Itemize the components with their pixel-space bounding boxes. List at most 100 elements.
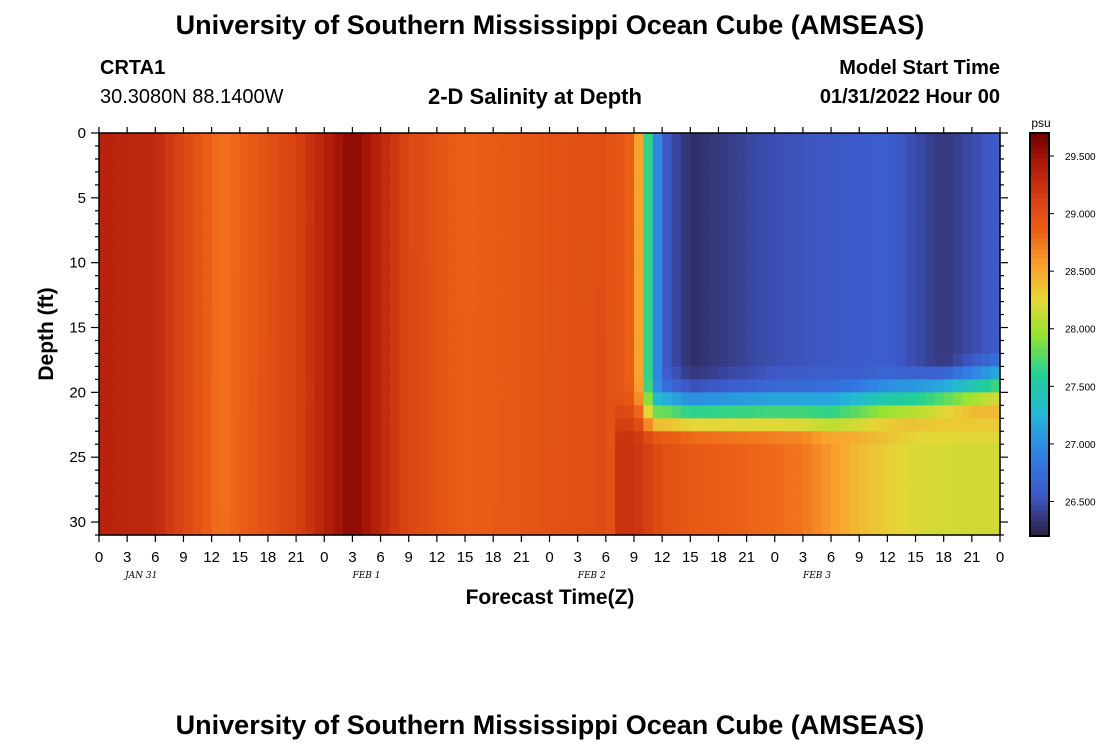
heatmap-cell	[352, 236, 363, 251]
heatmap-cell	[221, 483, 231, 497]
heatmap-cell	[277, 288, 288, 303]
heatmap-cell	[127, 210, 138, 225]
heatmap-cell	[662, 444, 673, 458]
heatmap-cell	[821, 366, 832, 380]
heatmap-cell	[465, 171, 476, 186]
heatmap-cell	[408, 275, 419, 290]
heatmap-cell	[849, 392, 860, 406]
heatmap-cell	[746, 496, 757, 510]
heatmap-cell	[483, 496, 494, 510]
heatmap-cell	[465, 223, 476, 238]
heatmap-cell	[145, 275, 156, 290]
heatmap-cell	[587, 522, 598, 536]
heatmap-cell	[699, 171, 710, 186]
heatmap-cell	[718, 301, 729, 316]
heatmap-cell	[755, 171, 766, 186]
heatmap-cell	[399, 327, 410, 342]
heatmap-cell	[596, 236, 607, 251]
heatmap-cell	[643, 444, 654, 458]
heatmap-cell	[558, 509, 569, 523]
heatmap-cell	[727, 197, 738, 212]
heatmap-cell	[605, 392, 616, 406]
heatmap-cell	[699, 353, 710, 368]
heatmap-cell	[333, 522, 344, 536]
heatmap-cell	[333, 210, 344, 225]
heatmap-cell	[652, 366, 663, 380]
heatmap-cell	[436, 301, 447, 316]
heatmap-cell	[718, 431, 729, 445]
y-tick-label: 30	[69, 514, 86, 531]
heatmap-cell	[239, 223, 250, 238]
heatmap-cell	[934, 392, 945, 406]
heatmap-cell	[943, 379, 954, 393]
heatmap-cell	[249, 275, 260, 290]
heatmap-cell	[174, 366, 185, 380]
axes: 0 3 6 9 12 15 18 21 0 3 6 9 12 15 18 21 0 3 6 9 12 15 18 21 0 3 6 9…	[69, 125, 1008, 581]
heatmap-cell	[624, 145, 635, 160]
heatmap-cell	[971, 509, 982, 523]
day-label: FEB 2	[577, 571, 606, 581]
colorbar-swatch	[1030, 495, 1049, 502]
heatmap-cell	[727, 288, 738, 303]
heatmap-cell	[774, 483, 785, 497]
heatmap-cell	[99, 340, 109, 355]
heatmap-cell	[718, 197, 729, 212]
colorbar-swatch	[1030, 394, 1049, 401]
heatmap-cell	[812, 353, 823, 368]
heatmap-cell	[99, 405, 109, 419]
heatmap-cell	[352, 301, 363, 316]
heatmap-cell	[755, 262, 766, 277]
heatmap-cell	[465, 457, 476, 471]
heatmap-cell	[99, 418, 109, 432]
heatmap-cell	[164, 353, 175, 368]
heatmap-cell	[258, 470, 269, 484]
heatmap-cell	[624, 444, 635, 458]
colorbar-swatch	[1030, 460, 1049, 467]
heatmap-cell	[615, 301, 626, 316]
heatmap-cell	[493, 392, 504, 406]
heatmap-cell	[549, 470, 560, 484]
heatmap-cell	[455, 496, 466, 510]
heatmap-cell	[746, 444, 757, 458]
heatmap-cell	[267, 418, 278, 432]
heatmap-cell	[305, 340, 316, 355]
heatmap-cell	[286, 301, 297, 316]
heatmap-cell	[155, 392, 166, 406]
heatmap-cell	[136, 288, 147, 303]
heatmap-cell	[624, 353, 635, 368]
heatmap-cell	[633, 223, 644, 238]
heatmap-cell	[953, 275, 964, 290]
heatmap-cell	[784, 496, 795, 510]
colorbar-tick-label: 29.000	[1065, 210, 1096, 221]
heatmap-cell	[389, 353, 400, 368]
heatmap-cell	[164, 236, 175, 251]
heatmap-cell	[699, 262, 710, 277]
heatmap-cell	[117, 327, 128, 342]
heatmap-cell	[755, 483, 766, 497]
heatmap-cell	[221, 496, 231, 510]
heatmap-cell	[821, 379, 832, 393]
heatmap-cell	[821, 184, 832, 199]
heatmap-cell	[399, 522, 410, 536]
x-tick-label: 0	[996, 549, 1004, 566]
heatmap-cell	[765, 496, 776, 510]
heatmap-cell	[943, 314, 954, 329]
heatmap-cell	[990, 392, 1001, 406]
heatmap-cell	[887, 327, 898, 342]
heatmap-cell	[699, 210, 710, 225]
heatmap-cell	[671, 392, 682, 406]
heatmap-cell	[821, 418, 832, 432]
heatmap-cell	[296, 223, 307, 238]
heatmap-cell	[943, 236, 954, 251]
heatmap-cell	[399, 184, 410, 199]
heatmap-cell	[117, 522, 128, 536]
heatmap-cell	[812, 249, 823, 264]
heatmap-cell	[877, 275, 888, 290]
heatmap-cell	[99, 275, 109, 290]
heatmap-cell	[99, 145, 109, 160]
heatmap-cell	[418, 210, 429, 225]
x-tick-label: 9	[179, 549, 187, 566]
heatmap-cell	[896, 366, 907, 380]
heatmap-cell	[474, 509, 485, 523]
heatmap-cell	[577, 145, 588, 160]
